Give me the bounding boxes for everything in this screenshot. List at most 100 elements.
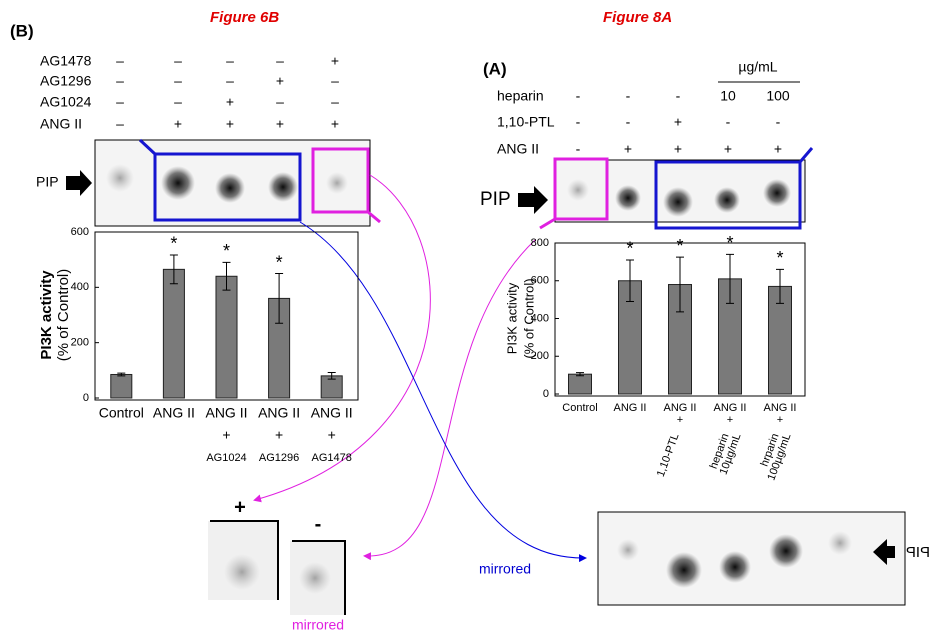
treatment-sign: +: [774, 141, 782, 157]
figure-title: Figure 8A: [603, 9, 672, 26]
y-tick-label: 0: [543, 388, 549, 400]
treatment-sign: –: [174, 53, 182, 69]
treatment-sign: –: [331, 94, 339, 110]
y-tick-label: 200: [71, 337, 89, 349]
panel-label: (B): [10, 21, 34, 40]
error-bar: [726, 253, 734, 304]
significance: *: [276, 252, 283, 272]
spot: [828, 531, 852, 555]
treatment-sign: –: [174, 94, 182, 110]
x-tick-label: ANG II: [663, 402, 696, 414]
x-tick-label: AG1478: [312, 452, 352, 464]
spot: [719, 551, 751, 583]
spot: [567, 179, 589, 201]
treatment-label: heparin: [497, 88, 544, 104]
blot: [597, 511, 906, 606]
treatment-sign: –: [276, 53, 284, 69]
treatment-sign: 100: [766, 88, 790, 104]
plot-frame: [554, 242, 806, 397]
treatment-sign: –: [226, 73, 234, 89]
treatment-sign: -: [726, 114, 731, 130]
spot: [617, 539, 639, 561]
x-tick-label: AG1024: [206, 452, 246, 464]
treatment-sign: +: [276, 116, 284, 132]
treatment-sign: +: [674, 114, 682, 130]
treatment-sign: –: [116, 73, 124, 89]
treatment-sign: 10: [720, 88, 736, 104]
treatment-sign: +: [331, 116, 339, 132]
spot: [106, 164, 134, 192]
treatment-label: AG1296: [40, 73, 92, 89]
treatment-sign: –: [226, 53, 234, 69]
error-bar: [275, 273, 284, 324]
spot: [161, 166, 195, 200]
spot: [666, 552, 702, 588]
note: mirrored: [292, 617, 344, 633]
blot-label: PIP: [480, 189, 511, 210]
unit-label: µg/mL: [738, 59, 777, 75]
treatment-sign: -: [676, 88, 681, 104]
x-tick-label: +: [727, 414, 733, 426]
treatment-sign: -: [776, 114, 781, 130]
treatment-sign: +: [174, 116, 182, 132]
treatment-sign: -: [626, 114, 631, 130]
treatment-sign: -: [576, 88, 581, 104]
error-bar: [776, 268, 784, 304]
highlight: [138, 138, 157, 156]
significance: *: [776, 248, 783, 268]
significance: *: [170, 234, 177, 254]
figure-title: Figure 6B: [210, 9, 279, 26]
x-tick-label: +: [328, 427, 336, 443]
y-tick-label: 0: [83, 392, 89, 404]
x-tick-label: Control: [562, 402, 597, 414]
treatment-label: ANG II: [497, 141, 539, 157]
y-tick-label: 400: [71, 281, 89, 293]
connector: [299, 221, 587, 563]
bar: [215, 275, 238, 399]
highlight: [311, 147, 370, 214]
treatment-sign: –: [331, 73, 339, 89]
treatment-sign: -: [626, 88, 631, 104]
bar: [162, 268, 185, 399]
treatment-sign: -: [576, 114, 581, 130]
treatment-sign: –: [116, 116, 124, 132]
highlight: [367, 210, 381, 224]
x-tick-label: ANG II: [153, 405, 195, 421]
x-tick-label: +: [677, 414, 683, 426]
x-tick-label: +: [222, 427, 230, 443]
highlight: [153, 152, 302, 222]
arrow: [518, 186, 548, 214]
treatment-label: 1,10-PTL: [497, 114, 555, 130]
error-bar: [626, 259, 634, 303]
connector: [363, 239, 536, 561]
x-tick-label: ANG II: [613, 402, 646, 414]
highlight: [553, 157, 609, 221]
error-bar: [327, 372, 336, 380]
crop-frame: [210, 520, 279, 600]
significance: *: [676, 236, 683, 256]
spot: [326, 172, 348, 194]
blot-label: PIP: [36, 174, 59, 190]
x-tick-label: ANG II: [713, 402, 746, 414]
x-tick-label: +: [777, 414, 783, 426]
treatment-sign: +: [674, 141, 682, 157]
x-tick-label: ANG II: [205, 405, 247, 421]
y-tick-label: 600: [531, 275, 549, 287]
x-tick-label: ANG II: [258, 405, 300, 421]
y-axis-label: PI3K activity: [504, 282, 519, 354]
spot: [224, 554, 260, 590]
treatment-sign: +: [276, 73, 284, 89]
error-bar: [169, 254, 178, 285]
error-bar: [576, 372, 584, 377]
treatment-sign: +: [331, 53, 339, 69]
y-tick-label: 400: [531, 312, 549, 324]
y-tick-label: 800: [531, 237, 549, 249]
spot: [663, 187, 693, 217]
x-tick-label: AG1296: [259, 452, 299, 464]
treatment-sign: –: [276, 94, 284, 110]
y-axis-label: (% of Control): [55, 269, 72, 362]
treatment-sign: +: [226, 116, 234, 132]
x-tick-label: +: [275, 427, 283, 443]
sign: +: [234, 496, 246, 518]
y-tick-label: 600: [71, 226, 89, 238]
